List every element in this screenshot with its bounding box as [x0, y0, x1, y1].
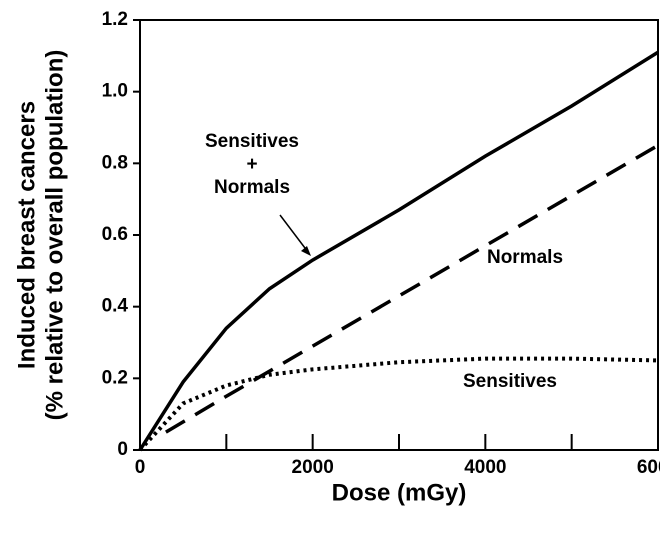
annotation: Normals — [487, 247, 563, 268]
data-line — [138, 356, 659, 452]
plot-frame — [139, 19, 659, 451]
annotation-arrow — [279, 214, 309, 253]
y-tick-label: 0.2 — [102, 367, 128, 388]
x-axis-label: Dose (mGy) — [332, 479, 467, 506]
x-tick-label: 2000 — [292, 457, 334, 478]
y-tick-label: 0.8 — [102, 152, 128, 173]
x-tick-label: 0 — [135, 457, 146, 478]
y-tick-label: 0.6 — [102, 224, 128, 245]
y-tick-label: 1.0 — [102, 81, 128, 102]
y-tick-label: 0.4 — [102, 296, 129, 317]
x-tick-label: 6000 — [637, 457, 660, 478]
y-tick-label: 1.2 — [102, 9, 128, 30]
y-axis-label: Induced breast cancers — [13, 101, 40, 369]
annotation: Sensitives — [463, 371, 557, 392]
data-line — [165, 143, 659, 434]
y-axis-label: (% relative to overall population) — [41, 50, 68, 421]
y-tick-label: 0 — [117, 439, 128, 460]
annotation: + — [246, 154, 257, 175]
annotation: Normals — [214, 177, 290, 198]
x-tick-label: 4000 — [464, 457, 506, 478]
data-line — [138, 50, 659, 451]
annotation: Sensitives — [205, 131, 299, 152]
annotation-arrowhead — [301, 246, 311, 256]
